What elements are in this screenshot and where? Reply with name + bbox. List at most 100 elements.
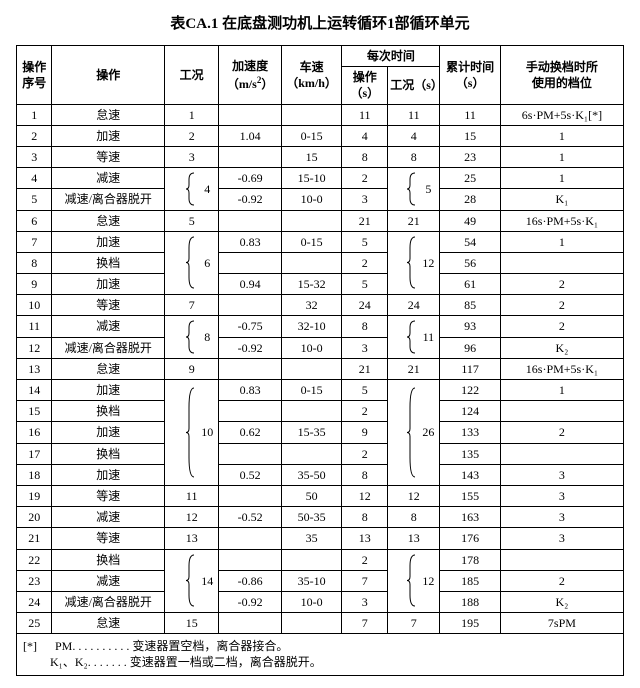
table-row: 20减速12-0.5250-35881633 (17, 507, 624, 528)
cell-speed: 15 (281, 146, 341, 167)
hdr-each-time: 每次时间 (342, 46, 440, 67)
cell-speed: 10-0 (281, 337, 341, 358)
cell-gear: 1 (500, 380, 623, 401)
cell-cum: 49 (440, 210, 500, 231)
cell-acc: 0.83 (219, 231, 282, 252)
cell-gear: 2 (500, 570, 623, 591)
cell-cond: 7 (165, 295, 219, 316)
cell-opt: 21 (342, 210, 388, 231)
cell-cum: 143 (440, 464, 500, 485)
cell-cum: 61 (440, 274, 500, 295)
cell-seq: 10 (17, 295, 52, 316)
cell-op: 换档 (52, 549, 165, 570)
cell-condt: 21 (388, 210, 440, 231)
cell-seq: 3 (17, 146, 52, 167)
cell-opt: 5 (342, 274, 388, 295)
cell-op: 怠速 (52, 613, 165, 634)
cell-cum: 133 (440, 422, 500, 443)
cell-acc: -0.92 (219, 591, 282, 612)
table-row: 25怠速15771957sPM (17, 613, 624, 634)
cell-op: 加速 (52, 380, 165, 401)
cell-cond: 13 (165, 528, 219, 549)
cell-seq: 19 (17, 485, 52, 506)
hdr-acc: 加速度（m/s2） (219, 46, 282, 105)
cell-acc: 0.94 (219, 274, 282, 295)
cell-seq: 15 (17, 401, 52, 422)
cell-cum: 178 (440, 549, 500, 570)
cell-seq: 2 (17, 125, 52, 146)
cell-cum: 117 (440, 358, 500, 379)
cell-op: 怠速 (52, 358, 165, 379)
cell-gear: 1 (500, 146, 623, 167)
cond-merged: 6 (165, 231, 219, 295)
cell-acc: -0.92 (219, 189, 282, 210)
table-row: 5减速/离合器脱开-0.9210-0328K₁ (17, 189, 624, 210)
cell-gear: 3 (500, 464, 623, 485)
cell-op: 等速 (52, 485, 165, 506)
cell-cum: 176 (440, 528, 500, 549)
table-row: 9加速0.9415-325612 (17, 274, 624, 295)
hdr-op: 操作 (52, 46, 165, 105)
cell-gear: K₂ (500, 337, 623, 358)
cell-gear: 1 (500, 231, 623, 252)
cell-speed (281, 613, 341, 634)
cell-opt: 5 (342, 380, 388, 401)
cell-cum: 155 (440, 485, 500, 506)
cell-gear: K₁ (500, 189, 623, 210)
cell-seq: 7 (17, 231, 52, 252)
cell-op: 等速 (52, 295, 165, 316)
cell-speed: 50-35 (281, 507, 341, 528)
hdr-cond: 工况 (165, 46, 219, 105)
cell-opt: 7 (342, 613, 388, 634)
cell-gear: 2 (500, 316, 623, 337)
hdr-seq: 操作序号 (17, 46, 52, 105)
table-row: 17换档2135 (17, 443, 624, 464)
cell-condt: 12 (388, 485, 440, 506)
cell-acc (219, 295, 282, 316)
cell-acc: -0.92 (219, 337, 282, 358)
table-row: 7加速60.830-15512541 (17, 231, 624, 252)
cell-cond: 1 (165, 104, 219, 125)
cell-acc (219, 443, 282, 464)
cell-gear: 2 (500, 422, 623, 443)
cell-condt: 7 (388, 613, 440, 634)
cond-merged: 14 (165, 549, 219, 613)
cond-merged: 4 (165, 168, 219, 210)
cell-speed: 0-15 (281, 231, 341, 252)
cell-op: 等速 (52, 146, 165, 167)
cell-acc: -0.52 (219, 507, 282, 528)
cell-opt: 2 (342, 168, 388, 189)
condt-merged: 12 (388, 549, 440, 613)
cell-seq: 22 (17, 549, 52, 570)
cell-opt: 24 (342, 295, 388, 316)
cell-acc (219, 252, 282, 273)
cell-seq: 17 (17, 443, 52, 464)
cell-op: 怠速 (52, 210, 165, 231)
cell-gear: 2 (500, 274, 623, 295)
cell-op: 加速 (52, 125, 165, 146)
hdr-speed: 车速（km/h） (281, 46, 341, 105)
table-row: 13怠速9212111716s·PM+5s·K₁ (17, 358, 624, 379)
cell-cond: 15 (165, 613, 219, 634)
cell-speed: 0-15 (281, 125, 341, 146)
cell-gear: 6s·PM+5s·K₁[*] (500, 104, 623, 125)
cell-seq: 11 (17, 316, 52, 337)
cell-cond: 2 (165, 125, 219, 146)
cell-op: 怠速 (52, 104, 165, 125)
cell-acc: 1.04 (219, 125, 282, 146)
cell-speed: 35-10 (281, 570, 341, 591)
cell-acc: -0.75 (219, 316, 282, 337)
cell-cond: 12 (165, 507, 219, 528)
cell-opt: 3 (342, 337, 388, 358)
cell-opt: 13 (342, 528, 388, 549)
condt-merged: 11 (388, 316, 440, 358)
cell-speed (281, 549, 341, 570)
cell-speed: 10-0 (281, 591, 341, 612)
cell-op: 加速 (52, 231, 165, 252)
cell-opt: 8 (342, 507, 388, 528)
cell-acc: -0.86 (219, 570, 282, 591)
hdr-cum: 累计时间（s） (440, 46, 500, 105)
cell-seq: 25 (17, 613, 52, 634)
cell-cum: 28 (440, 189, 500, 210)
cell-seq: 12 (17, 337, 52, 358)
